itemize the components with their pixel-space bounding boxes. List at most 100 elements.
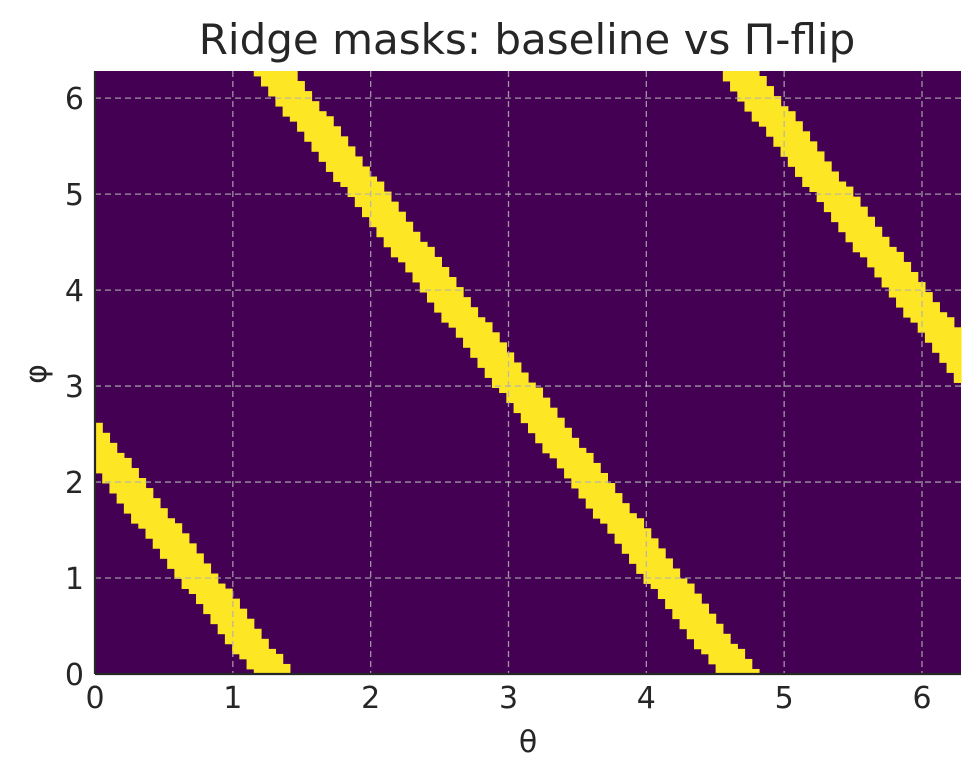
ridge-cell	[513, 362, 522, 414]
ridge-cell	[578, 447, 587, 499]
ridge-cell	[737, 71, 746, 102]
ridge-cell	[145, 488, 154, 539]
grid-lines	[95, 71, 961, 674]
ridge-cell	[116, 452, 125, 504]
x-axis-label: θ	[519, 725, 537, 760]
ridge-cell	[773, 96, 782, 147]
ridge-cell	[924, 292, 933, 343]
ridge-cell	[232, 598, 240, 655]
ridge-cell	[282, 71, 291, 117]
y-tick-label: 1	[65, 562, 84, 597]
ridge-cell	[325, 116, 334, 172]
ridge-cell	[275, 71, 284, 107]
ridge-cell	[268, 71, 277, 97]
ridge-cell	[715, 623, 724, 675]
y-tick-label: 0	[65, 658, 84, 693]
x-tick-label: 0	[85, 681, 104, 716]
heatmap-cells	[95, 71, 962, 675]
ridge-cell	[102, 432, 111, 484]
ridge-cell	[260, 638, 269, 675]
ridge-cell	[823, 161, 832, 213]
ridge-cell	[520, 372, 529, 424]
ridge-cell	[289, 71, 298, 122]
ridge-cell	[845, 186, 854, 243]
ridge-cell	[592, 462, 601, 519]
ridge-cell	[737, 648, 746, 675]
ridge-cell	[946, 317, 955, 373]
ridge-cell	[470, 307, 479, 358]
ridge-cell	[932, 302, 940, 353]
ridge-cell	[549, 407, 558, 459]
ridge-cell	[636, 518, 645, 574]
ridge-cell	[419, 241, 428, 293]
x-tick-label: 3	[499, 681, 518, 716]
y-tick-label: 4	[65, 274, 84, 309]
ridge-cell	[159, 508, 168, 559]
ridge-cell	[217, 583, 226, 635]
y-tick-label: 2	[65, 466, 84, 501]
ridge-cell	[607, 483, 616, 534]
ridge-cell	[722, 633, 731, 675]
ridge-cell	[600, 473, 608, 524]
y-tick-label: 6	[65, 82, 84, 117]
ridge-cell	[535, 387, 544, 444]
ridge-cell	[174, 523, 183, 579]
ridge-cell	[109, 442, 118, 494]
ridge-cell	[203, 563, 212, 615]
ridge-cell	[859, 206, 868, 258]
ridge-cell	[730, 71, 738, 92]
ridge-cell	[874, 226, 883, 278]
ridge-cell	[917, 282, 926, 333]
ridge-cell	[809, 141, 818, 192]
ridge-cell	[333, 126, 341, 182]
ridge-cell	[311, 101, 320, 152]
ridge-cell	[787, 111, 796, 167]
x-tick-label: 5	[775, 681, 794, 716]
ridge-cell	[318, 111, 327, 162]
ridge-cell	[484, 322, 493, 378]
ridge-cell	[340, 136, 349, 187]
ridge-cell	[722, 71, 731, 82]
ridge-cell	[441, 266, 450, 323]
ridge-cell	[888, 246, 897, 298]
ridge-cell	[629, 513, 637, 564]
x-tick-label: 6	[912, 681, 931, 716]
ridge-cell	[181, 533, 190, 589]
ridge-cell	[571, 437, 580, 489]
ridge-cell	[376, 181, 385, 238]
ridge-cell	[910, 272, 919, 323]
ridge-cell	[152, 498, 161, 549]
ridge-cell	[347, 146, 356, 198]
ridge-cell	[585, 452, 594, 509]
ridge-cell	[260, 71, 269, 87]
ridge-cell	[95, 422, 103, 474]
ridge-cell	[448, 277, 457, 328]
ridge-cell	[369, 176, 378, 228]
ridge-cell	[362, 166, 370, 218]
ridge-cell	[953, 327, 962, 383]
ridge-cell	[744, 658, 753, 675]
ridge-cell	[672, 568, 681, 620]
ridge-cell	[354, 156, 363, 208]
ridge-cell	[564, 427, 572, 479]
ridge-cell	[390, 201, 399, 258]
ridge-cell	[412, 231, 421, 283]
x-axis-ticks: 0 1 2 3 4 5 6	[85, 681, 931, 716]
ridge-cell	[275, 653, 284, 675]
ridge-cell	[398, 211, 406, 263]
ridge-cell	[621, 503, 630, 554]
ridge-cell	[383, 191, 392, 248]
y-tick-label: 5	[65, 178, 84, 213]
ridge-cell	[751, 668, 760, 675]
ridge-cell	[463, 297, 471, 348]
ridge-cell	[686, 583, 695, 640]
ridge-cell	[556, 417, 565, 469]
ridge-cell	[795, 121, 803, 177]
ridge-cell	[939, 312, 948, 363]
ridge-cell	[253, 71, 262, 77]
x-tick-label: 1	[223, 681, 242, 716]
ridge-cell	[167, 518, 175, 569]
ridge-cell	[455, 287, 464, 338]
ridge-cell	[253, 628, 262, 675]
